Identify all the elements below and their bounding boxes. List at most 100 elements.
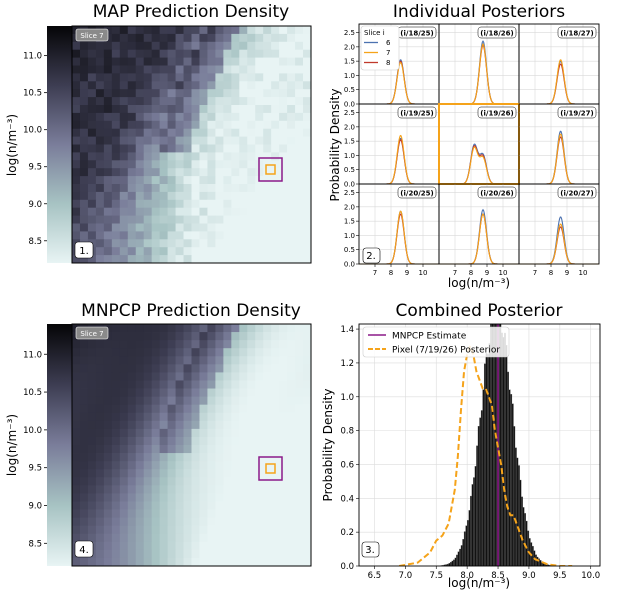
heatmap-cell [207, 247, 216, 256]
heatmap-cell [295, 372, 304, 381]
heatmap-cell [143, 255, 153, 264]
heatmap-cell [223, 33, 232, 43]
heatmap-cell [239, 364, 248, 373]
heatmap-cell [111, 239, 121, 248]
map-panel-badge [74, 241, 94, 259]
heatmap-cell [103, 404, 113, 414]
heatmap-cell [103, 136, 113, 145]
heatmap-cell [175, 533, 184, 543]
heatmap-cell [87, 144, 97, 153]
heatmap-cell [207, 324, 216, 333]
heatmap-cell [143, 364, 153, 373]
heatmap-cell [135, 65, 145, 74]
heatmap-cell [135, 469, 145, 478]
heatmap-cell [127, 364, 137, 373]
heatmap-cell [119, 388, 129, 397]
mnpcp-slice-badge [75, 326, 109, 340]
heatmap-cell [72, 112, 81, 122]
heatmap-cell [87, 380, 97, 389]
heatmap-cell [295, 152, 304, 161]
histogram-bar [449, 561, 452, 566]
heatmap-cell [95, 541, 105, 551]
map-frame [71, 25, 312, 264]
heatmap-cell [183, 509, 192, 518]
heatmap-cell [103, 105, 113, 114]
heatmap-cell [127, 168, 137, 177]
heatmap-cell [167, 453, 176, 462]
individual-xlabel: log(n/m⁻³) [448, 276, 510, 290]
heatmap-cell [183, 73, 192, 82]
heatmap-cell [183, 332, 192, 341]
heatmap-cell [255, 549, 264, 559]
heatmap-cell [159, 364, 168, 373]
heatmap-cell [72, 184, 81, 193]
heatmap-cell [159, 176, 168, 185]
heatmap-cell [127, 144, 137, 153]
heatmap-cell [279, 380, 288, 389]
heatmap-cell [199, 207, 208, 216]
heatmap-cell [135, 509, 145, 518]
heatmap-cell [279, 453, 288, 462]
heatmap-cell [72, 477, 81, 486]
heatmap-cell [295, 380, 304, 389]
heatmap-cell [199, 364, 208, 373]
heatmap-cell [111, 26, 121, 35]
heatmap-cell [271, 517, 280, 527]
heatmap-cell [271, 223, 280, 232]
heatmap-cell [103, 356, 113, 365]
y-tick-label: 1.0 [340, 393, 354, 403]
heatmap-cell [215, 231, 224, 240]
heatmap-cell [279, 525, 288, 535]
heatmap-cell [103, 533, 113, 543]
heatmap-cell [271, 549, 280, 559]
heatmap-cell [119, 509, 129, 518]
heatmap-cell [223, 89, 232, 98]
heatmap-cell [87, 89, 97, 98]
heatmap-cell [255, 207, 264, 216]
heatmap-cell [231, 549, 240, 559]
histogram-bar [459, 548, 462, 566]
heatmap-cell [271, 501, 280, 510]
heatmap-cell [87, 105, 97, 114]
heatmap-cell [191, 557, 200, 567]
heatmap-cell [111, 207, 121, 216]
heatmap-cell [191, 57, 200, 66]
heatmap-cell [87, 120, 97, 130]
heatmap-cell [119, 120, 129, 130]
heatmap-cell [175, 81, 184, 90]
heatmap-cell [111, 65, 121, 74]
heatmap-cell [95, 557, 105, 567]
heatmap-cell [247, 57, 256, 66]
heatmap-cell [199, 57, 208, 66]
cell-label: (i/18/27) [560, 30, 593, 38]
heatmap-cell [223, 509, 232, 518]
heatmap-cell [159, 152, 168, 161]
heatmap-cell [239, 525, 248, 535]
heatmap-cell [79, 493, 89, 502]
heatmap-cell [151, 199, 161, 209]
heatmap-cell [79, 112, 89, 122]
heatmap-cell [303, 215, 312, 224]
heatmap-cell [72, 557, 81, 567]
heatmap-cell [167, 223, 176, 232]
heatmap-cell [167, 247, 176, 256]
heatmap-cell [199, 533, 208, 543]
heatmap-cell [239, 493, 248, 502]
heatmap-cell [239, 533, 248, 543]
heatmap-cell [183, 356, 192, 365]
heatmap-cell [271, 533, 280, 543]
heatmap-cell [175, 215, 184, 224]
heatmap-cell [239, 41, 248, 51]
heatmap-cell [287, 420, 296, 430]
heatmap-cell [263, 372, 272, 381]
heatmap-cell [95, 396, 105, 406]
heatmap-cell [271, 525, 280, 535]
y-tick-label: 1.0 [344, 72, 355, 80]
heatmap-cell [183, 469, 192, 478]
heatmap-cell [79, 41, 89, 51]
heatmap-cell [223, 73, 232, 82]
heatmap-cell [199, 26, 208, 35]
heatmap-cell [223, 388, 232, 397]
heatmap-cell [231, 557, 240, 567]
heatmap-cell [95, 105, 105, 114]
